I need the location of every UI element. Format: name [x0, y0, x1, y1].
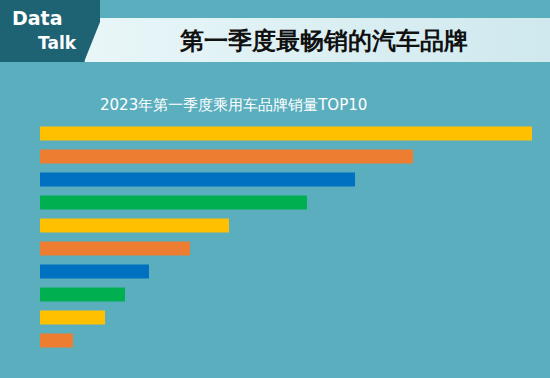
svg-text:Talk: Talk — [38, 33, 77, 53]
svg-text:2023年第一季度乘用车品牌销量TOP10: 2023年第一季度乘用车品牌销量TOP10 — [100, 96, 367, 114]
svg-text:Data: Data — [12, 7, 63, 29]
svg-text:第一季度最畅销的汽车品牌: 第一季度最畅销的汽车品牌 — [179, 27, 468, 55]
